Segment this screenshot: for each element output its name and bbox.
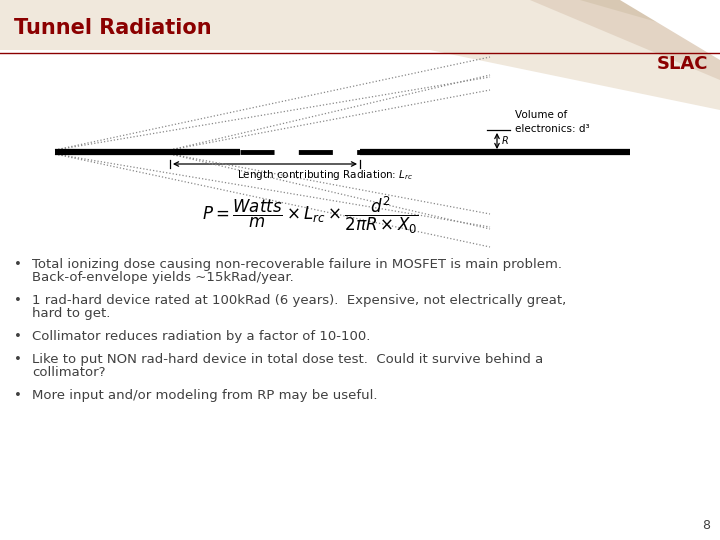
Text: Collimator reduces radiation by a factor of 10-100.: Collimator reduces radiation by a factor…: [32, 330, 370, 343]
Text: Length contributing Radiation: $L_{rc}$: Length contributing Radiation: $L_{rc}$: [237, 168, 413, 182]
Text: $P = \dfrac{Watts}{m} \times L_{rc} \times \dfrac{d^2}{2\pi R \times X_0}$: $P = \dfrac{Watts}{m} \times L_{rc} \tim…: [202, 194, 418, 235]
Text: Total ionizing dose causing non-recoverable failure in MOSFET is main problem.: Total ionizing dose causing non-recovera…: [32, 258, 562, 271]
Text: Back-of-envelope yields ~15kRad/year.: Back-of-envelope yields ~15kRad/year.: [32, 271, 294, 284]
Text: •: •: [14, 330, 22, 343]
Text: SLAC: SLAC: [657, 55, 708, 73]
Text: Tunnel Radiation: Tunnel Radiation: [14, 18, 212, 38]
Text: hard to get.: hard to get.: [32, 307, 110, 320]
Text: Like to put NON rad-hard device in total dose test.  Could it survive behind a: Like to put NON rad-hard device in total…: [32, 353, 544, 366]
Text: Volume of
electronics: d³: Volume of electronics: d³: [515, 110, 590, 133]
Text: R: R: [502, 136, 509, 146]
Text: collimator?: collimator?: [32, 366, 106, 379]
Text: •: •: [14, 353, 22, 366]
Text: •: •: [14, 294, 22, 307]
Polygon shape: [530, 0, 720, 80]
FancyBboxPatch shape: [0, 0, 720, 50]
Text: 1 rad-hard device rated at 100kRad (6 years).  Expensive, not electrically great: 1 rad-hard device rated at 100kRad (6 ye…: [32, 294, 566, 307]
Text: •: •: [14, 389, 22, 402]
Text: •: •: [14, 258, 22, 271]
Polygon shape: [430, 0, 720, 110]
Polygon shape: [620, 0, 720, 60]
Text: 8: 8: [702, 519, 710, 532]
Polygon shape: [580, 0, 720, 40]
Text: More input and/or modeling from RP may be useful.: More input and/or modeling from RP may b…: [32, 389, 377, 402]
